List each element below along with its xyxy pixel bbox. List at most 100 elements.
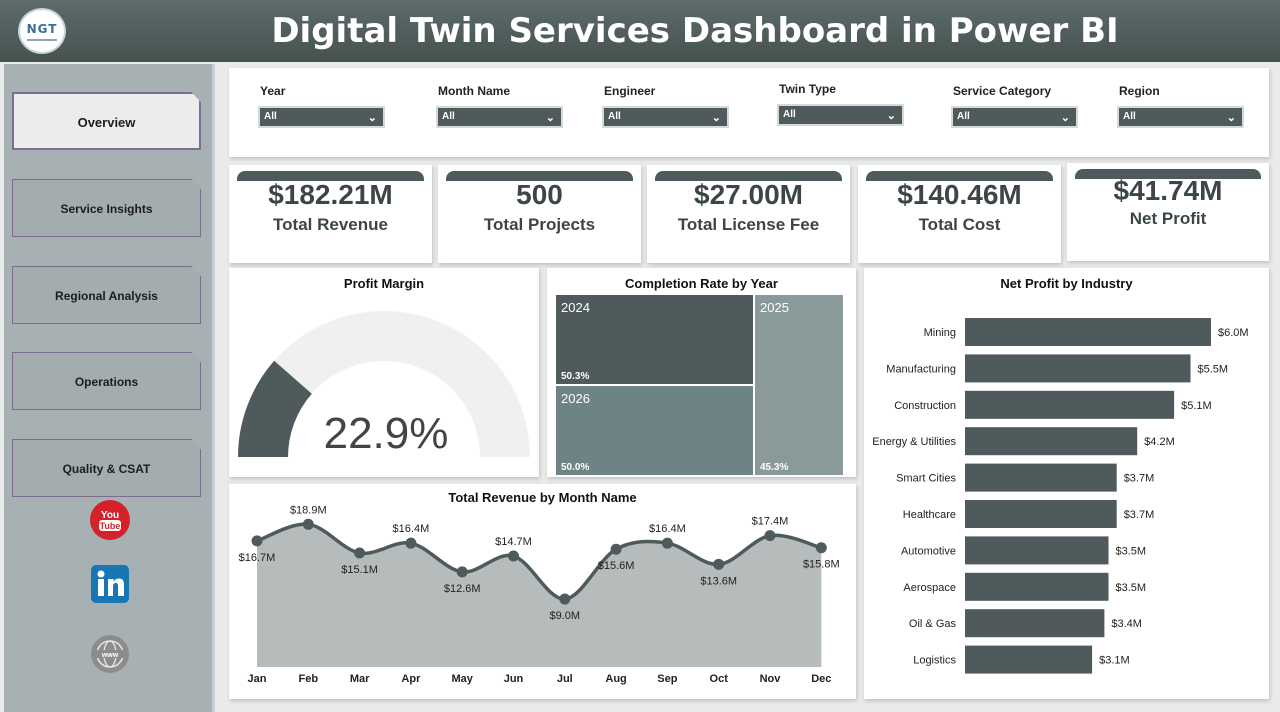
gauge-track [238, 311, 530, 457]
chevron-down-icon: ⌄ [367, 112, 377, 124]
treemap-cell-2025[interactable]: 2025 45.3% [755, 295, 843, 475]
kpi-card-total-license-fee: $27.00M Total License Fee [647, 165, 850, 263]
bar-category-label: Construction [894, 400, 956, 412]
bar-value-label: $5.5M [1198, 363, 1229, 375]
filter-service-category-value: All [957, 111, 970, 122]
gauge-fill [238, 360, 312, 457]
bar [965, 354, 1191, 383]
data-point [456, 566, 468, 578]
kpi-tab-accent [446, 171, 633, 181]
treemap-cell-2024[interactable]: 2024 50.3% [556, 295, 753, 384]
kpi-card-total-revenue: $182.21M Total Revenue [229, 165, 432, 263]
nav-operations-button[interactable]: Operations [12, 352, 201, 410]
industry-bar-chart: Mining $6.0M Manufacturing $5.5M Constructio… [872, 318, 1249, 674]
bar-value-label: $3.7M [1124, 509, 1155, 521]
nav-regional-analysis-label: Regional Analysis [55, 289, 158, 303]
filter-region-label: Region [1119, 84, 1160, 98]
x-tick-label: Feb [299, 673, 319, 685]
bar [965, 645, 1093, 674]
x-tick-label: Sep [657, 673, 677, 685]
filter-service-category-select[interactable]: All ⌄ [951, 106, 1078, 128]
filter-year-value: All [264, 111, 277, 122]
kpi-card-total-projects: 500 Total Projects [438, 165, 641, 263]
filter-month-label: Month Name [438, 84, 510, 98]
revenue-by-month-title: Total Revenue by Month Name [448, 490, 637, 505]
completion-rate-title: Completion Rate by Year [625, 276, 778, 291]
bar-category-label: Oil & Gas [909, 618, 957, 630]
filter-twin-type-label: Twin Type [779, 82, 836, 96]
linkedin-icon[interactable] [90, 564, 130, 604]
data-label: $16.4M [649, 523, 686, 535]
x-tick-label: Mar [350, 673, 370, 685]
data-point [559, 593, 571, 605]
bar-value-label: $3.4M [1111, 618, 1142, 630]
nav-overview-label: Overview [77, 115, 136, 130]
filter-engineer-value: All [608, 111, 621, 122]
kpi-value: 500 [516, 179, 563, 210]
bar [965, 390, 1175, 419]
page-title: Digital Twin Services Dashboard in Power… [271, 11, 1119, 51]
filter-engineer-label: Engineer [604, 84, 656, 98]
chevron-down-icon: ⌄ [545, 112, 555, 124]
nav-quality-csat-button[interactable]: Quality & CSAT [12, 439, 201, 497]
bar [965, 318, 1211, 346]
net-profit-by-industry-card: Net Profit by Industry Mining $6.0M Manufa… [864, 268, 1269, 699]
filter-year-select[interactable]: All ⌄ [258, 106, 385, 128]
treemap-cell-2026[interactable]: 2026 50.0% [556, 386, 753, 475]
chevron-down-icon: ⌄ [1226, 112, 1236, 124]
svg-text:You: You [101, 510, 119, 521]
svg-text:Tube: Tube [100, 521, 121, 531]
x-tick-label: Dec [811, 673, 831, 685]
bar-category-label: Automotive [901, 545, 956, 557]
bar-value-label: $3.5M [1116, 545, 1147, 557]
chevron-down-icon: ⌄ [886, 110, 896, 122]
revenue-line-chart: $16.7M Jan $18.9M Feb $15.1M Mar $16.4M Apr $12.… [239, 504, 840, 685]
kpi-label: Total License Fee [677, 215, 820, 234]
data-label: $18.9M [290, 504, 327, 516]
bar-value-label: $4.2M [1144, 436, 1175, 448]
kpi-label: Total Cost [918, 215, 1001, 234]
bar-category-label: Manufacturing [886, 363, 956, 375]
x-tick-label: Oct [710, 673, 729, 685]
treemap-value: 50.3% [561, 371, 590, 382]
data-label: $16.4M [393, 523, 430, 535]
kpi-label: Total Projects [483, 215, 596, 234]
filter-engineer-select[interactable]: All ⌄ [602, 106, 729, 128]
filter-month-select[interactable]: All ⌄ [436, 106, 563, 128]
nav-service-insights-button[interactable]: Service Insights [12, 179, 201, 237]
data-label: $14.7M [495, 536, 532, 548]
filter-service-category-label: Service Category [953, 84, 1052, 98]
kpi-tab-accent [1075, 169, 1261, 179]
data-label: $15.1M [341, 564, 378, 576]
nav-overview-button[interactable]: Overview [12, 92, 201, 150]
data-point [508, 550, 519, 562]
nav-regional-analysis-button[interactable]: Regional Analysis [12, 266, 201, 324]
bar [965, 427, 1138, 456]
svg-text:www: www [101, 652, 119, 659]
data-label: $15.6M [598, 560, 635, 572]
kpi-value: $182.21M [268, 179, 393, 210]
bar-value-label: $3.5M [1116, 582, 1147, 594]
completion-rate-card: Completion Rate by Year 2024 50.3% 2025 … [547, 268, 856, 477]
logo-text: NGT [26, 21, 58, 36]
data-point [764, 530, 776, 542]
filter-month-value: All [442, 111, 455, 122]
filter-region-select[interactable]: All ⌄ [1117, 106, 1244, 128]
bar [965, 463, 1117, 492]
treemap-year: 2026 [561, 391, 590, 406]
header-bar: NGT Digital Twin Services Dashboard in P… [0, 0, 1280, 62]
youtube-icon[interactable]: You Tube [90, 500, 130, 540]
filter-year-label: Year [260, 84, 286, 98]
bar-value-label: $3.1M [1099, 655, 1130, 667]
treemap-value: 45.3% [760, 462, 789, 473]
company-logo[interactable]: NGT [18, 8, 66, 54]
filter-twin-type-select[interactable]: All ⌄ [777, 104, 904, 126]
kpi-tab-accent [866, 171, 1053, 181]
bar [965, 572, 1109, 601]
website-icon[interactable]: www [90, 634, 130, 674]
bar [965, 609, 1105, 638]
data-label: $12.6M [444, 583, 481, 595]
nav-service-insights-label: Service Insights [60, 202, 153, 216]
x-tick-label: Aug [605, 673, 626, 685]
kpi-label: Total Revenue [273, 215, 388, 234]
